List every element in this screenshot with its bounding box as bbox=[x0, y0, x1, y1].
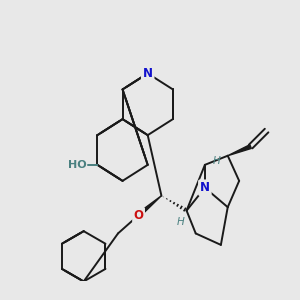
Text: H: H bbox=[177, 218, 185, 227]
Polygon shape bbox=[228, 145, 251, 156]
Polygon shape bbox=[137, 196, 161, 217]
Text: H: H bbox=[213, 156, 220, 167]
Text: HO: HO bbox=[68, 160, 86, 170]
Text: O: O bbox=[134, 209, 144, 222]
Text: N: N bbox=[200, 181, 210, 194]
Text: N: N bbox=[143, 67, 153, 80]
